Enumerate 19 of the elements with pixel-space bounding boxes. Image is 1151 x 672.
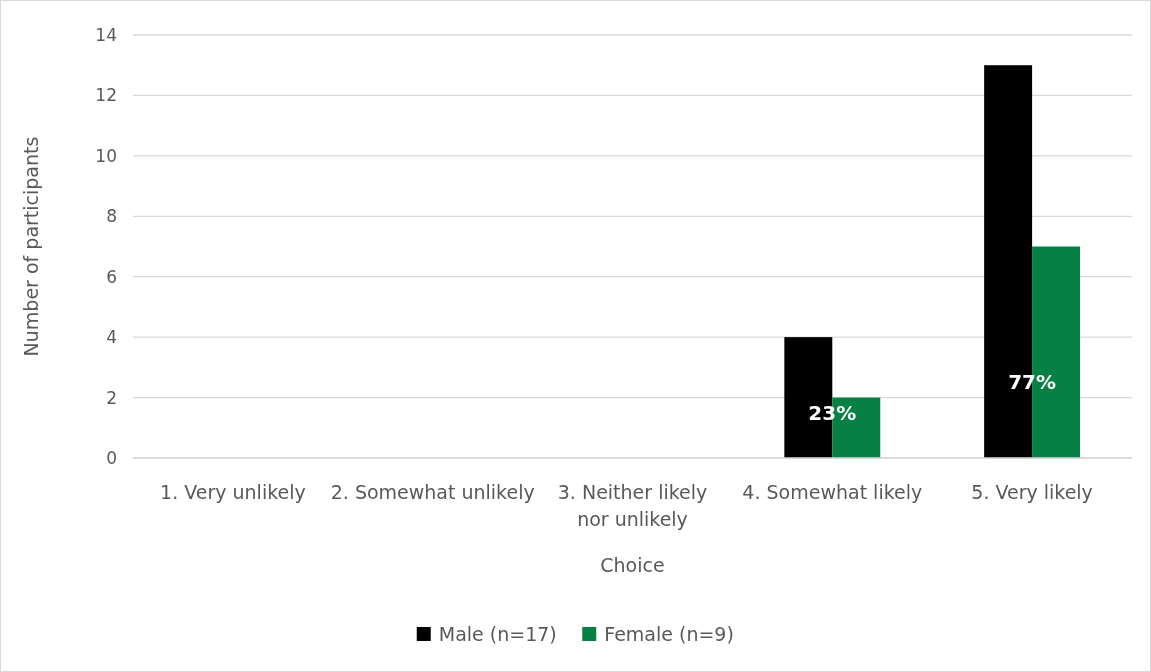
x-tick-label: 2. Somewhat unlikely: [330, 481, 535, 503]
x-tick-label: 3. Neither likely nor unlikely: [557, 481, 708, 530]
x-axis-title: Choice: [600, 554, 665, 576]
annotation: 77%: [1008, 370, 1057, 395]
legend-label: Male (n=17): [438, 622, 557, 645]
x-tick-label: 5. Very likely: [971, 481, 1093, 503]
y-tick-label: 8: [106, 206, 117, 227]
y-axis-title: Number of participants: [20, 136, 42, 357]
y-tick-label: 4: [106, 327, 117, 348]
y-tick-label: 0: [106, 447, 117, 468]
y-tick-label: 6: [106, 266, 117, 287]
y-tick-label: 14: [95, 24, 117, 45]
x-tick-label: 1. Very unlikely: [160, 481, 306, 503]
annotation: 23%: [808, 400, 857, 425]
y-tick-label: 10: [95, 145, 117, 166]
y-tick-label: 12: [95, 85, 117, 106]
x-tick-label: 4. Somewhat likely: [742, 481, 923, 503]
y-tick-label: 2: [106, 387, 117, 408]
legend-label: Female (n=9): [604, 622, 734, 645]
